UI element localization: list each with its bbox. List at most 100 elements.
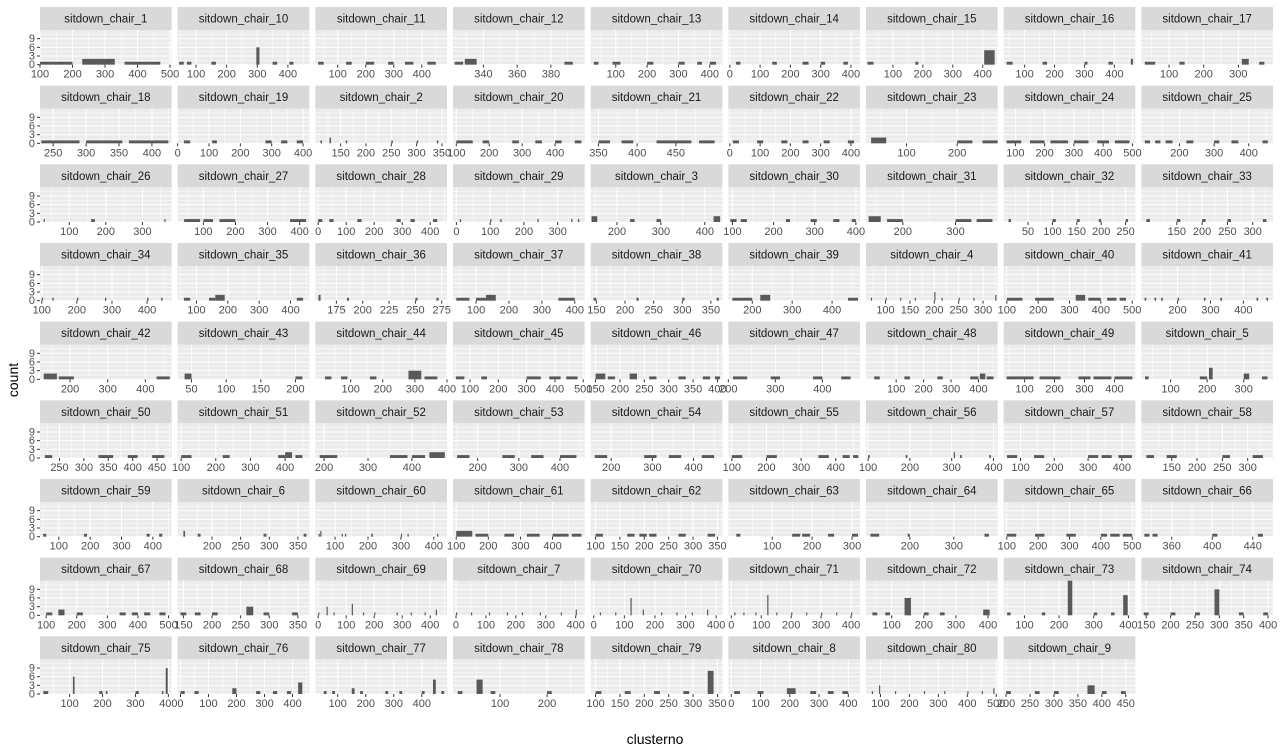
x-tick-label: 100 bbox=[477, 619, 495, 631]
x-tick-label: 400 bbox=[1259, 619, 1277, 631]
histogram-bar bbox=[707, 609, 709, 616]
facet-strip-label: sitdown_chair_77 bbox=[336, 643, 426, 655]
x-tick-label: 150 bbox=[1137, 619, 1155, 631]
facet-strip bbox=[40, 85, 172, 109]
histogram-bar bbox=[656, 219, 661, 222]
x-tick-label: 200 bbox=[374, 383, 392, 395]
histogram-bar bbox=[937, 376, 943, 380]
facet-strip-label: sitdown_chair_45 bbox=[474, 328, 564, 340]
x-tick-label: 200 bbox=[1188, 462, 1206, 474]
histogram-bar bbox=[847, 140, 854, 144]
x-tick-label: 200 bbox=[286, 383, 304, 395]
x-tick-label: 200 bbox=[743, 305, 761, 317]
histogram-bar bbox=[1006, 533, 1017, 537]
x-tick-label: 200 bbox=[226, 226, 244, 238]
facet-strip-label: sitdown_chair_38 bbox=[612, 250, 702, 262]
facet-strip-label: sitdown_chair_1 bbox=[64, 14, 147, 26]
histogram-bar bbox=[697, 61, 702, 65]
x-tick-label: 0 bbox=[315, 619, 321, 631]
histogram-bar bbox=[475, 533, 489, 537]
histogram-bar bbox=[256, 47, 260, 65]
histogram-bar bbox=[785, 219, 791, 222]
x-tick-label: 400 bbox=[1113, 462, 1131, 474]
x-tick-label: 200 bbox=[757, 462, 775, 474]
x-tick-label: 500 bbox=[161, 69, 179, 81]
histogram-bar bbox=[1006, 376, 1034, 380]
x-tick-label: 150 bbox=[331, 147, 349, 159]
facet-strip bbox=[728, 243, 860, 266]
histogram-bar bbox=[346, 297, 350, 301]
facet-strip-label: sitdown_chair_78 bbox=[474, 643, 564, 655]
histogram-bar bbox=[958, 297, 960, 301]
histogram-bar bbox=[404, 61, 414, 65]
histogram-bar bbox=[841, 376, 851, 380]
x-tick-label: 200 bbox=[219, 305, 237, 317]
facet-panel: sitdown_chair_74 150 200 250 300 350 400 bbox=[1137, 557, 1277, 631]
histogram-bar bbox=[285, 452, 293, 458]
histogram-bar bbox=[757, 140, 764, 144]
facet-strip bbox=[1141, 85, 1273, 109]
x-tick-label: 100 bbox=[481, 226, 499, 238]
histogram-bar bbox=[263, 612, 270, 616]
x-tick-label: 150 bbox=[586, 383, 604, 395]
histogram-bar bbox=[457, 455, 470, 458]
x-tick-label: 100 bbox=[723, 226, 741, 238]
histogram-bar bbox=[1186, 140, 1194, 144]
histogram-bar bbox=[1006, 297, 1023, 301]
facet-strip-label: sitdown_chair_9 bbox=[1028, 643, 1111, 655]
facet-strip bbox=[1141, 164, 1273, 188]
x-tick-label: 200 bbox=[480, 147, 498, 159]
facet-strip bbox=[590, 7, 723, 30]
x-tick-label: 100 bbox=[586, 698, 604, 710]
x-tick-label: 100 bbox=[998, 541, 1016, 553]
x-tick-label: 200 bbox=[63, 69, 81, 81]
x-tick-label: 100 bbox=[1015, 69, 1033, 81]
histogram-bar bbox=[781, 140, 788, 144]
histogram-bar bbox=[678, 376, 686, 380]
x-tick-label: 100 bbox=[60, 226, 78, 238]
histogram-bar bbox=[731, 455, 743, 458]
facet-strip-label: sitdown_chair_69 bbox=[336, 564, 426, 576]
facet-strip-label: sitdown_chair_47 bbox=[749, 328, 839, 340]
x-tick-label: 400 bbox=[159, 698, 177, 710]
histogram-bar bbox=[456, 140, 473, 144]
x-tick-label: 250 bbox=[231, 619, 249, 631]
histogram-bar bbox=[574, 140, 582, 144]
histogram-bar bbox=[957, 140, 973, 144]
facet-strip-label: sitdown_chair_46 bbox=[612, 328, 702, 340]
y-tick-label: 0 bbox=[29, 295, 35, 307]
x-tick-label: 100 bbox=[329, 69, 347, 81]
x-tick-label: 200 bbox=[948, 147, 966, 159]
x-tick-label: 400 bbox=[551, 462, 569, 474]
x-tick-label: 100 bbox=[763, 541, 781, 553]
histogram-bar bbox=[1006, 140, 1022, 144]
facet-strip bbox=[315, 400, 447, 424]
histogram-bar bbox=[1144, 61, 1156, 65]
histogram-bar bbox=[455, 612, 458, 616]
histogram-bar bbox=[1231, 140, 1239, 144]
y-tick-label: 9 bbox=[29, 269, 35, 281]
histogram-bar bbox=[984, 50, 995, 65]
histogram-bar bbox=[1101, 691, 1107, 694]
histogram-bar bbox=[1177, 297, 1180, 301]
facet-strip-label: sitdown_chair_33 bbox=[1162, 171, 1252, 183]
facet-strip-label: sitdown_chair_49 bbox=[1025, 328, 1115, 340]
histogram-bar bbox=[1093, 376, 1112, 380]
x-tick-label: 500 bbox=[1123, 305, 1141, 317]
histogram-bar bbox=[410, 219, 415, 222]
x-tick-label: 300 bbox=[533, 305, 551, 317]
facet-strip bbox=[453, 479, 585, 502]
histogram-bar bbox=[318, 533, 320, 537]
facet-strip bbox=[590, 321, 723, 345]
x-tick-label: 200 bbox=[469, 462, 487, 474]
histogram-bar bbox=[320, 530, 322, 537]
histogram-bar bbox=[1006, 61, 1013, 65]
x-tick-label: 100 bbox=[187, 305, 205, 317]
facet-strip bbox=[1003, 479, 1136, 502]
histogram-bar bbox=[702, 376, 711, 380]
histogram-bar bbox=[939, 612, 945, 616]
histogram-bar bbox=[488, 612, 491, 616]
histogram-bar bbox=[399, 691, 403, 694]
histogram-bar bbox=[1041, 612, 1046, 616]
histogram-bar bbox=[1076, 219, 1080, 222]
